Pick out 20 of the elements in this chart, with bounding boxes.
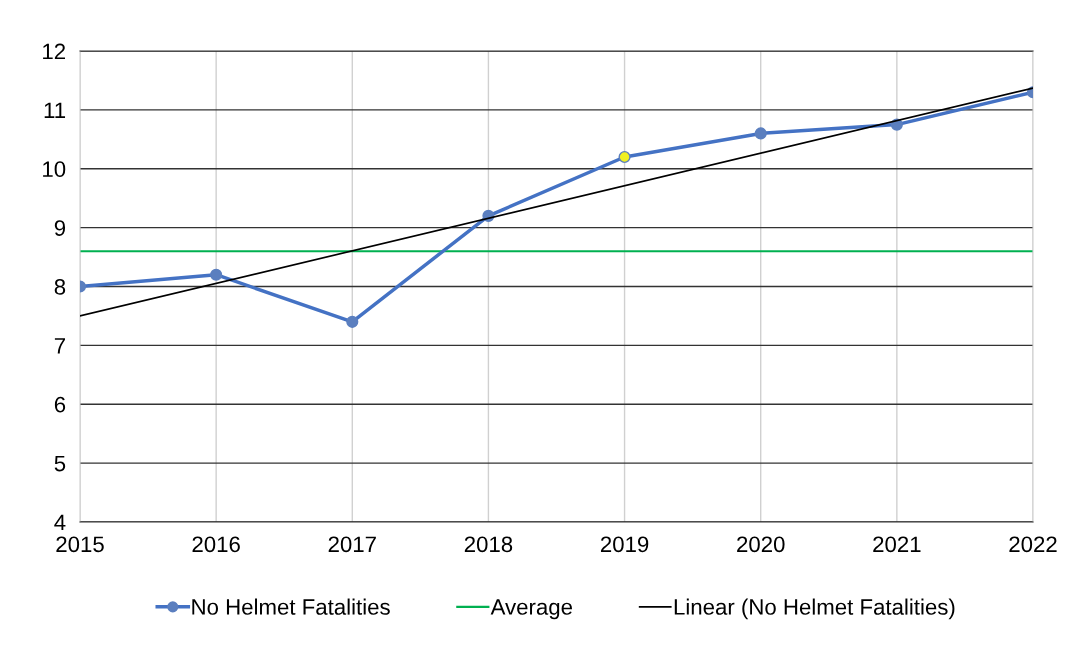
y-tick-label: 9 (54, 220, 66, 236)
x-tick-label: 2018 (464, 536, 513, 553)
x-tick-label: 2022 (1009, 536, 1057, 553)
y-tick-label: 7 (54, 338, 65, 354)
y-tick-label: 12 (43, 43, 65, 60)
y-tick-label: 10 (43, 161, 66, 178)
y-tick-label: 6 (54, 396, 66, 413)
x-tick-label: 2016 (192, 536, 240, 553)
x-tick-label: 2015 (56, 536, 104, 553)
legend-label: No Helmet Fatalities (192, 598, 390, 615)
x-tick-label: 2019 (600, 536, 649, 553)
y-tick-label: 5 (54, 455, 66, 472)
y-tick-label: 4 (54, 514, 66, 531)
x-tick-label: 2021 (873, 536, 921, 553)
x-tick-label: 2017 (328, 536, 376, 553)
y-tick-label: 11 (44, 102, 66, 118)
y-tick-label: 8 (54, 279, 66, 295)
legend-label: Linear (No Helmet Fatalities) (674, 598, 955, 620)
legend-label: Average (490, 599, 572, 620)
x-tick-label: 2020 (737, 536, 785, 553)
